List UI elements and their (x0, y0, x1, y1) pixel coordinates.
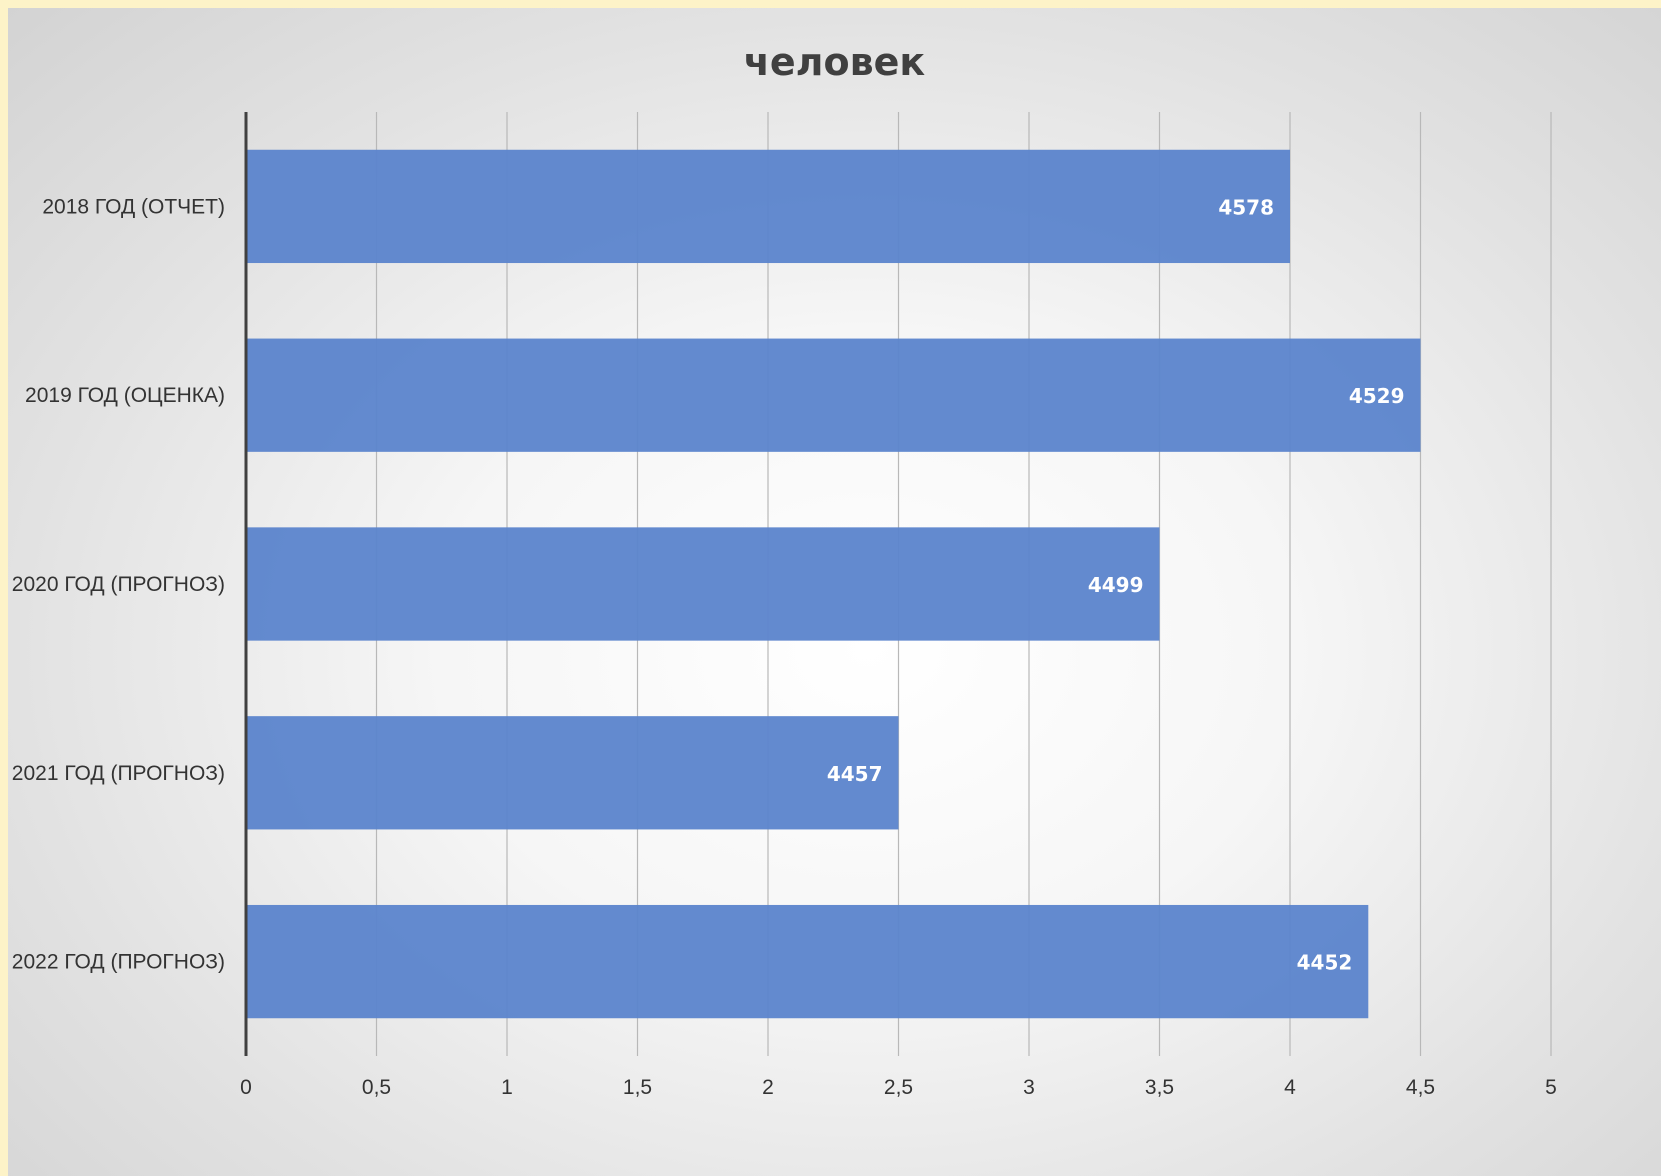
chart-title: человек (743, 40, 926, 84)
x-tick-label: 0 (240, 1076, 252, 1099)
bar (246, 716, 899, 830)
bars (246, 149, 1421, 1019)
bar (246, 149, 1290, 264)
x-tick-label: 2 (762, 1076, 774, 1099)
category-label: 2021 ГОД (ПРОГНОЗ) (12, 762, 225, 785)
data-label: 4529 (1349, 384, 1405, 408)
category-label: 2019 ГОД (ОЦЕНКА) (25, 384, 225, 407)
x-tick-label: 3,5 (1145, 1076, 1174, 1099)
data-label: 4452 (1297, 951, 1353, 975)
category-label: 2020 ГОД (ПРОГНОЗ) (12, 573, 225, 596)
x-tick-label: 2,5 (884, 1076, 913, 1099)
category-label: 2022 ГОД (ПРОГНОЗ) (12, 951, 225, 974)
bar (246, 338, 1421, 452)
bar (246, 904, 1369, 1019)
chart-frame: человек 0 0,5 1 1,5 2 2,5 3 3,5 4 4,5 5 2018 ГОД (О… (8, 8, 1661, 1176)
labels: 0 0,5 1 1,5 2 2,5 3 3,5 4 4,5 5 2018 ГОД (ОТЧЕТ) 457… (12, 195, 1557, 1099)
x-tick-label: 5 (1545, 1076, 1557, 1099)
x-tick-label: 0,5 (362, 1076, 391, 1099)
data-label: 4578 (1218, 195, 1274, 219)
x-tick-label: 3 (1023, 1076, 1035, 1099)
x-tick-label: 4 (1284, 1076, 1296, 1099)
x-tick-label: 1 (501, 1076, 513, 1099)
x-tick-label: 4,5 (1406, 1076, 1435, 1099)
data-label: 4499 (1088, 573, 1144, 597)
bar-chart: 0 0,5 1 1,5 2 2,5 3 3,5 4 4,5 5 2018 ГОД (ОТЧЕТ) 457… (12, 112, 1557, 1099)
category-label: 2018 ГОД (ОТЧЕТ) (42, 195, 225, 218)
x-tick-label: 1,5 (623, 1076, 652, 1099)
data-label: 4457 (827, 762, 883, 786)
bar (246, 527, 1160, 641)
